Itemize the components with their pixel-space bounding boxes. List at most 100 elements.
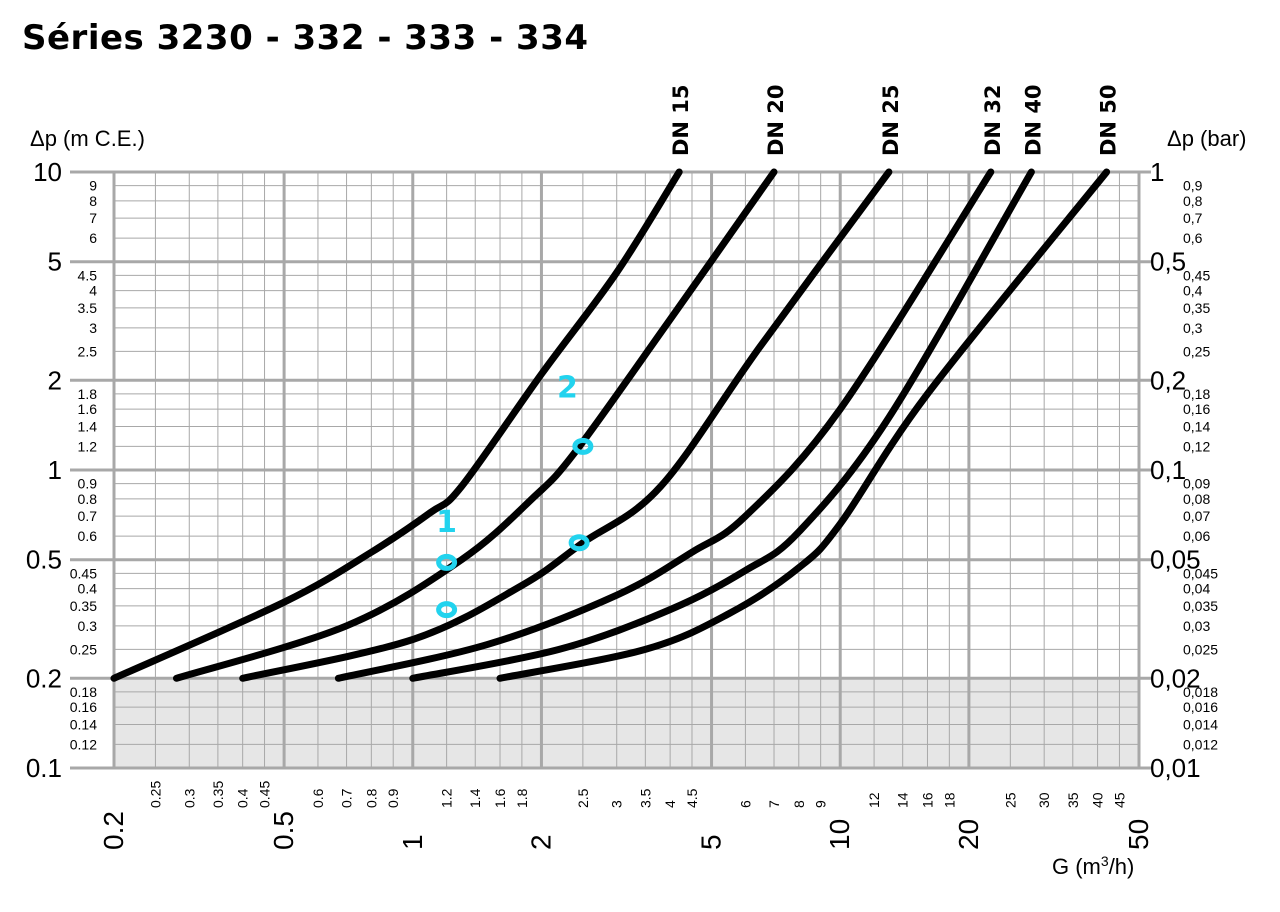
x-minor-label: 3.5 [637, 788, 653, 808]
y-minor-label-left: 8 [89, 193, 97, 209]
y-minor-label-left: 0.9 [78, 476, 98, 492]
x-minor-label: 0.45 [257, 781, 273, 808]
y-minor-label-left: 2.5 [78, 343, 98, 359]
y-minor-label-right: 0,045 [1183, 565, 1218, 581]
series-curve-dn25 [239, 168, 893, 682]
y-minor-label-left: 4.5 [78, 267, 98, 283]
y-minor-label-right: 0,08 [1183, 491, 1210, 507]
y-axis-label-right: Δp (bar) [1167, 126, 1247, 151]
y-major-label-right: 0,2 [1150, 365, 1186, 395]
plot-frame [112, 170, 1141, 770]
x-minor-label: 6 [737, 800, 753, 808]
series-curve-dn40 [409, 168, 1035, 682]
y-minor-label-right: 0,03 [1183, 618, 1210, 634]
x-axis-label-prefix: G (m [1052, 854, 1101, 879]
annotation-label: 2 [557, 371, 578, 406]
y-major-label-right: 0,5 [1150, 247, 1186, 277]
x-minor-label: 9 [813, 800, 829, 808]
y-minor-label-right: 0,14 [1183, 418, 1210, 434]
x-minor-label: 16 [919, 792, 935, 808]
y-minor-label-left: 1.4 [78, 418, 98, 434]
y-minor-label-right: 0,025 [1183, 641, 1218, 657]
y-major-label-left: 5 [48, 247, 62, 277]
y-minor-label-left: 7 [89, 210, 97, 226]
x-minor-label: 18 [941, 792, 957, 808]
y-minor-label-right: 0,04 [1183, 581, 1210, 597]
y-minor-label-left: 1.8 [78, 386, 98, 402]
y-major-label-right: 0,1 [1150, 455, 1186, 485]
y-minor-label-right: 0,3 [1183, 320, 1203, 336]
x-minor-label: 40 [1090, 792, 1106, 808]
y-major-label-left: 0.1 [26, 753, 62, 783]
series-label-dn40: DN 40 [1021, 84, 1045, 156]
x-major-label: 2 [525, 834, 556, 850]
x-minor-label: 0.6 [310, 788, 326, 808]
x-minor-label: 4 [662, 800, 678, 808]
y-major-label-left: 0.5 [26, 545, 62, 575]
x-minor-label: 12 [866, 792, 882, 808]
x-minor-label: 0.35 [210, 781, 226, 808]
x-major-label: 5 [696, 834, 727, 850]
series-label-dn20: DN 20 [764, 84, 788, 156]
x-major-label: 50 [1123, 819, 1154, 850]
x-minor-label: 1.8 [514, 788, 530, 808]
y-minor-label-left: 1.6 [78, 401, 98, 417]
y-minor-label-right: 0,9 [1183, 178, 1203, 194]
y-minor-label-left: 9 [89, 178, 97, 194]
y-minor-label-left: 0.14 [70, 716, 97, 732]
y-minor-label-left: 6 [89, 230, 97, 246]
y-minor-label-left: 1.2 [78, 438, 98, 454]
y-major-label-right: 1 [1150, 157, 1164, 187]
y-minor-label-right: 0,4 [1183, 283, 1203, 299]
x-minor-label: 1.6 [492, 788, 508, 808]
y-minor-label-right: 0,018 [1183, 684, 1218, 700]
y-minor-label-left: 0.4 [78, 581, 98, 597]
y-minor-label-right: 0,07 [1183, 508, 1210, 524]
annotation-marker [436, 601, 458, 619]
annotation-marker [568, 534, 590, 552]
x-major-label: 20 [953, 819, 984, 850]
x-minor-label: 0.7 [339, 788, 355, 808]
y-major-label-right: 0,05 [1150, 545, 1201, 575]
annotation-marker [436, 553, 458, 571]
x-major-label: 0.2 [98, 811, 129, 850]
x-minor-label: 14 [895, 792, 911, 808]
x-minor-label: 1.2 [439, 788, 455, 808]
y-minor-label-right: 0,014 [1183, 716, 1218, 732]
x-minor-label: 0.4 [235, 788, 251, 808]
y-minor-label-left: 0.7 [78, 508, 98, 524]
x-minor-label: 0.8 [363, 788, 379, 808]
x-minor-label: 7 [766, 800, 782, 808]
y-minor-label-right: 0,016 [1183, 699, 1218, 715]
y-minor-label-right: 0,35 [1183, 300, 1210, 316]
y-minor-label-left: 3.5 [78, 300, 98, 316]
y-minor-label-left: 0.35 [70, 598, 97, 614]
series-curve-dn15 [110, 168, 683, 682]
y-minor-label-left: 0.16 [70, 699, 97, 715]
y-minor-label-right: 0,035 [1183, 598, 1218, 614]
y-minor-label-right: 0,06 [1183, 528, 1210, 544]
y-minor-label-left: 0.6 [78, 528, 98, 544]
y-minor-label-left: 0.3 [78, 618, 98, 634]
y-major-label-left: 10 [33, 157, 62, 187]
y-minor-label-left: 0.18 [70, 684, 97, 700]
x-minor-label: 0.25 [147, 781, 163, 808]
x-axis-label-superscript: 3 [1101, 853, 1109, 869]
y-minor-label-right: 0,18 [1183, 386, 1210, 402]
y-minor-label-right: 0,8 [1183, 193, 1203, 209]
y-minor-label-right: 0,6 [1183, 230, 1203, 246]
x-minor-label: 35 [1065, 792, 1081, 808]
y-minor-label-right: 0,012 [1183, 736, 1218, 752]
annotation-label: 1 [436, 505, 457, 540]
x-major-label: 10 [824, 819, 855, 850]
y-major-label-right: 0,02 [1150, 663, 1201, 693]
x-minor-label: 4.5 [684, 788, 700, 808]
x-minor-label: 25 [1002, 792, 1018, 808]
y-minor-label-left: 0.45 [70, 565, 97, 581]
x-major-label: 0.5 [268, 811, 299, 850]
x-minor-label: 30 [1036, 792, 1052, 808]
y-major-label-left: 0.2 [26, 663, 62, 693]
y-minor-label-left: 0.12 [70, 736, 97, 752]
series-curve-dn32 [334, 168, 995, 682]
